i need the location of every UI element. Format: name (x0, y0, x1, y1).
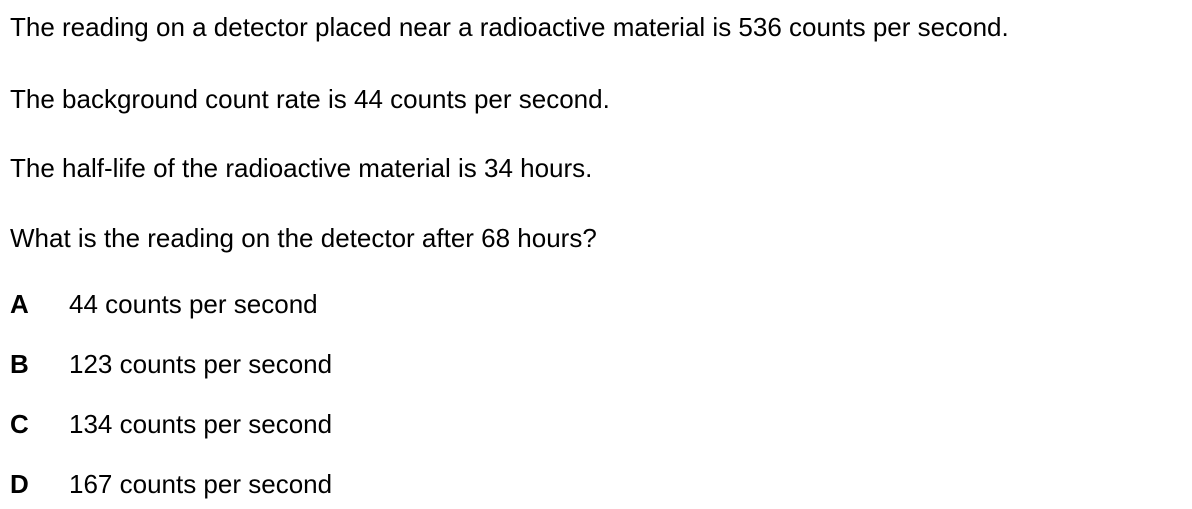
question-paragraph-reading: The reading on a detector placed near a … (10, 12, 1009, 42)
option-text: 123 counts per second (69, 349, 333, 379)
option-letter: D (10, 469, 29, 499)
option-text: 134 counts per second (69, 409, 333, 439)
question-prompt: What is the reading on the detector afte… (10, 223, 597, 253)
option-text: 167 counts per second (69, 469, 333, 499)
question-paragraph-half-life: The half-life of the radioactive materia… (10, 153, 593, 183)
option-letter: A (10, 289, 29, 319)
question-paragraph-background: The background count rate is 44 counts p… (10, 84, 610, 114)
option-letter: C (10, 409, 29, 439)
option-text: 44 counts per second (69, 289, 318, 319)
option-letter: B (10, 349, 29, 379)
